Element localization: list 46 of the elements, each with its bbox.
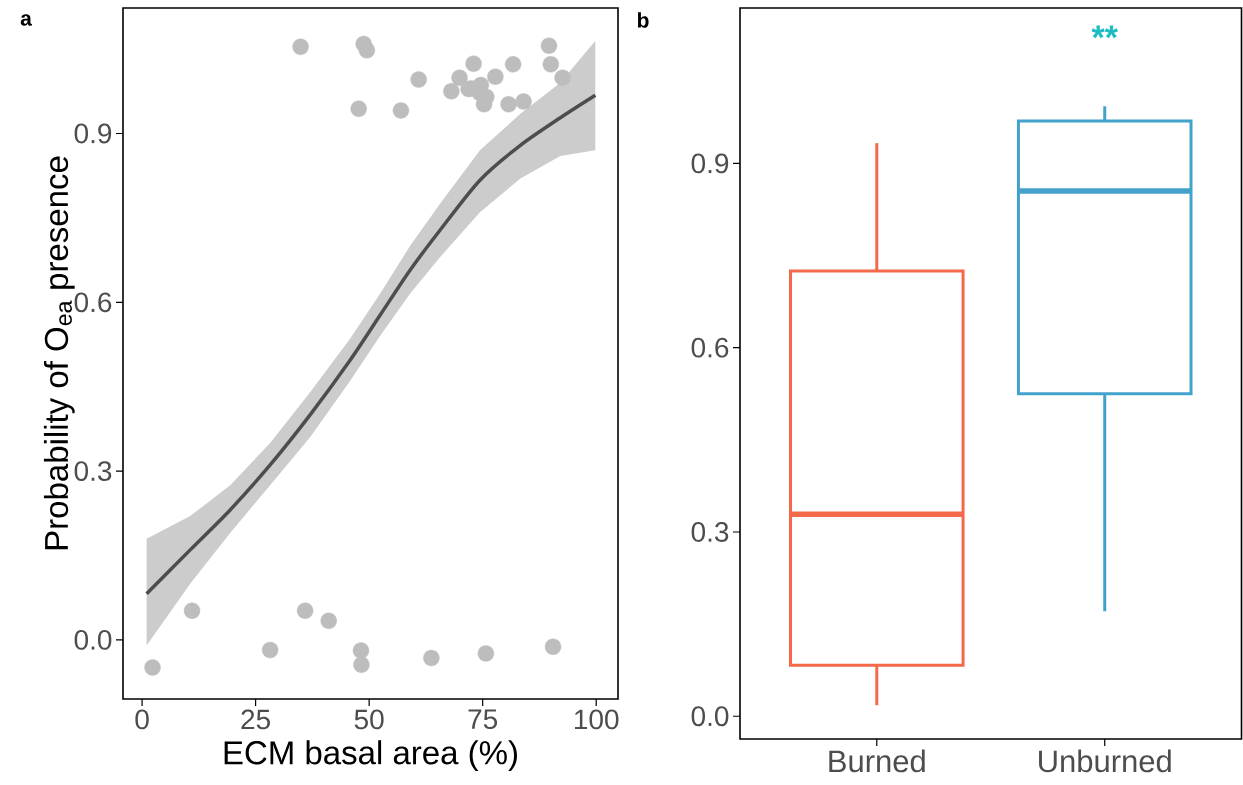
y-axis-title: Probability of O$_{ea}$ presence [43, 156, 75, 550]
point [542, 56, 559, 73]
x-tick-label: 100 [574, 709, 619, 730]
point [443, 83, 460, 100]
point [465, 55, 482, 72]
line-series [144, 93, 598, 596]
point [358, 42, 376, 59]
point [392, 102, 410, 119]
point [144, 659, 161, 676]
y-tick-label: 0.9 [74, 123, 112, 144]
point [487, 68, 504, 85]
point [515, 93, 532, 110]
x-tick-label: 75 [468, 709, 498, 730]
point [352, 642, 370, 659]
point [261, 641, 279, 659]
x-tick-label: 25 [241, 709, 270, 730]
x-tick-label: 0 [135, 709, 149, 730]
chart-title: b [637, 12, 649, 28]
point [353, 656, 370, 673]
x-tick-label: Burned [829, 749, 925, 773]
point [500, 96, 517, 113]
point [296, 602, 314, 619]
x-tick-label: Unburned [1039, 749, 1171, 773]
annotation: ** [1091, 25, 1118, 39]
point [350, 100, 367, 117]
y-tick-label: 0.0 [74, 630, 112, 650]
point [423, 649, 440, 667]
point [504, 56, 522, 73]
y-tick-label: 0.3 [74, 461, 112, 482]
y-tick-label: 0.9 [691, 153, 729, 174]
point [292, 38, 309, 56]
y-tick-label: 0.6 [691, 337, 729, 358]
point [451, 69, 468, 86]
x-axis-title: ECM basal area (%) [224, 740, 517, 771]
y-tick-label: 0.0 [691, 706, 729, 727]
point [554, 69, 571, 86]
point [544, 638, 562, 655]
y-tick-label: 0.6 [74, 292, 112, 313]
x-tick-label: 50 [354, 709, 384, 730]
point [410, 71, 427, 88]
y-tick-label: 0.3 [691, 522, 729, 542]
point [183, 602, 201, 619]
point [477, 645, 495, 662]
chart-title: a [20, 14, 32, 26]
point [320, 612, 337, 629]
point [540, 37, 558, 54]
